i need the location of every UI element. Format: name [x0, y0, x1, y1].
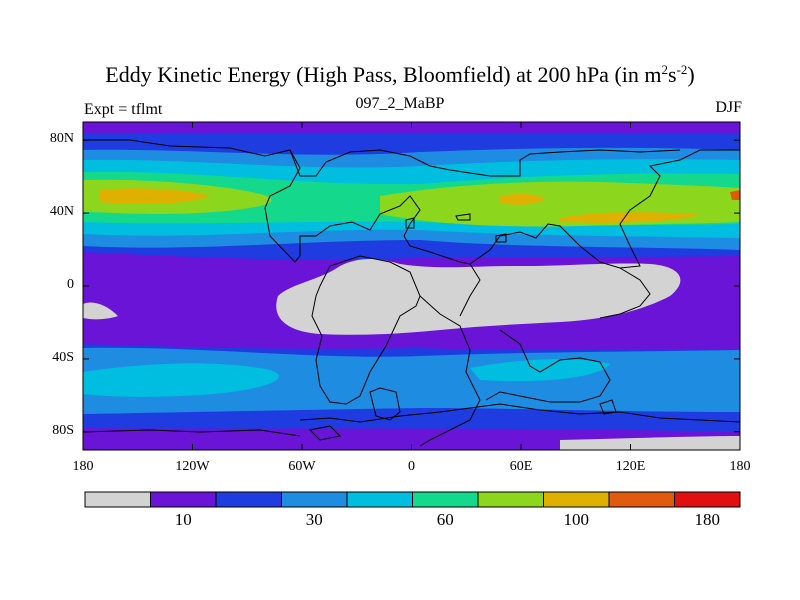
y-tick-label: 80N: [49, 131, 74, 147]
y-tick-label: 0: [67, 277, 74, 292]
x-tick-label: 120E: [615, 459, 646, 474]
y-tick-label: 40N: [49, 204, 74, 220]
y-tick-label: 80S: [52, 422, 74, 438]
plot-title: Eddy Kinetic Energy (High Pass, Bloomfie…: [105, 62, 695, 87]
colorbar-box: [346, 491, 413, 508]
colorbar-box: [215, 491, 282, 508]
x-tick-label: 60E: [509, 459, 533, 474]
colorbar-box: [281, 491, 348, 508]
colorbar-label: 10: [174, 510, 192, 529]
colorbar-label: 100: [563, 510, 590, 529]
colorbar-box: [477, 491, 544, 508]
colorbar-box: [412, 491, 479, 508]
season-label: DJF: [715, 99, 742, 116]
experiment-label: Expt = tflmt: [84, 101, 163, 118]
colorbar-label: 60: [436, 510, 454, 529]
x-tick-label: 180: [729, 459, 751, 474]
case-label: 097_2_MaBP: [355, 95, 445, 112]
contour-fill: [83, 122, 740, 450]
colorbar-box: [543, 491, 610, 508]
colorbar: [84, 491, 741, 508]
x-tick-label: 120W: [175, 459, 210, 474]
colorbar-box: [150, 491, 217, 508]
x-tick-label: 180: [72, 459, 94, 474]
x-tick-label: 60W: [288, 459, 316, 474]
colorbar-box: [84, 491, 151, 508]
colorbar-box: [674, 491, 741, 508]
colorbar-label: 30: [305, 510, 323, 529]
y-tick-label: 40S: [52, 349, 74, 365]
x-tick-label: 0: [408, 459, 415, 474]
colorbar-box: [608, 491, 675, 508]
colorbar-label: 180: [694, 510, 721, 529]
